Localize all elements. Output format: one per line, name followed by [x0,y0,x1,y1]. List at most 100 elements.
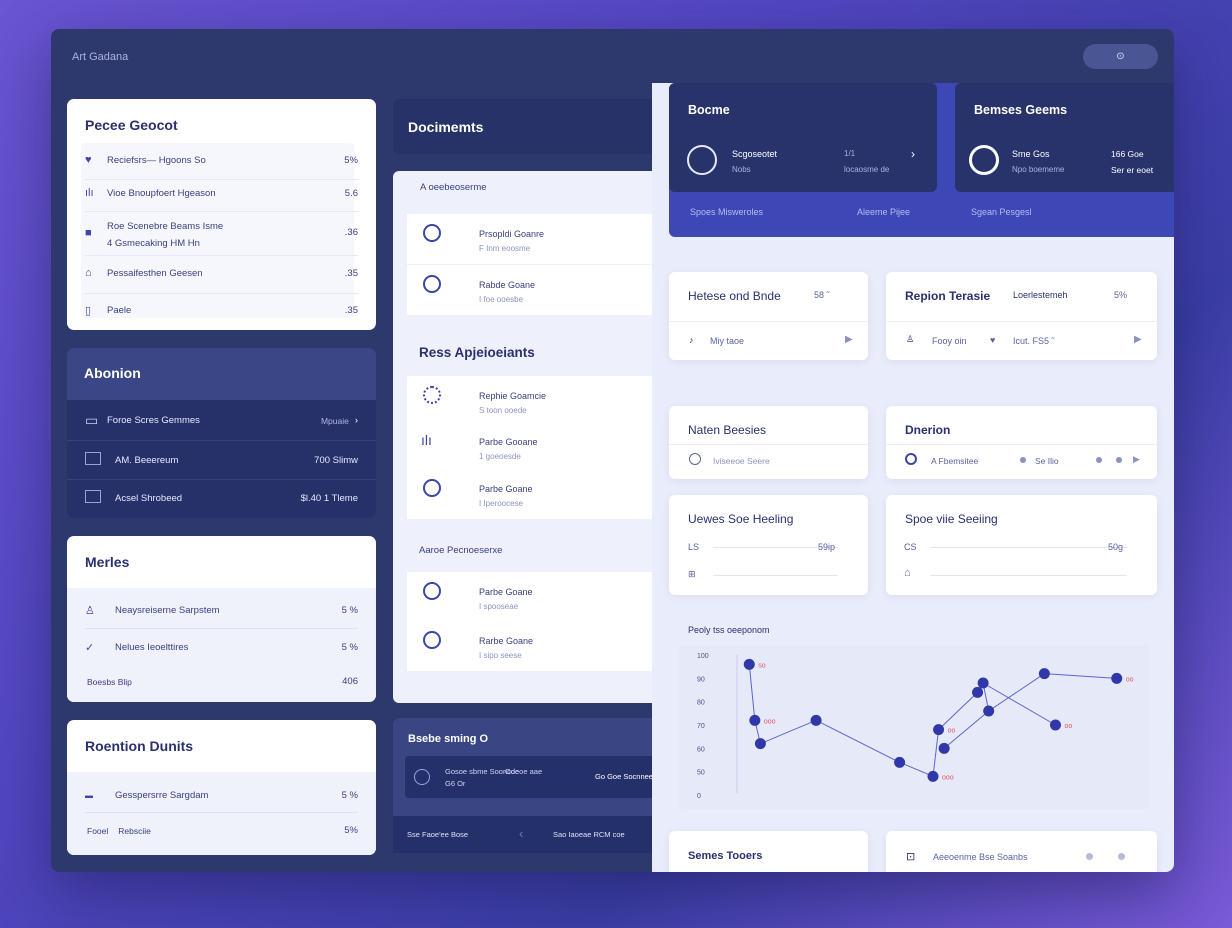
bars-icon: ılı [85,187,94,199]
chart-title: Peoly tss oeeponom [688,625,770,635]
data-point [933,724,945,736]
play-icon[interactable]: ▶ [1133,454,1140,464]
y-tick-label: 70 [697,723,705,730]
tab-3[interactable]: Sgean Pesgesl [971,207,1032,217]
rotation-title: Roention Dunits [85,738,194,754]
minus-icon [423,479,441,497]
user-icon: ♙ [85,605,95,617]
documents-panel: A oeebeoserme Prsopldi Goanre F Inm eoos… [393,171,673,703]
y-tick-label: 100 [697,653,709,660]
document-item[interactable]: ılı Parbe Gooane 1 goeoesde [407,422,673,472]
document-item[interactable]: Rarbe Goane I sipo seese [407,621,673,671]
streaming-title: Bsebe sming O [408,733,489,745]
series-line [1044,673,1117,679]
avatar [687,145,717,175]
tab-2[interactable]: Aleeme Pijee [857,207,911,217]
y-tick-label: 80 [697,700,705,707]
heart-icon: ♥ [990,335,996,345]
right-pane: Bocme Scgoseotet Nobs 1/1 locaosme de › … [652,83,1174,872]
meries-row[interactable]: ♙ Neaysreiserne Sarpstem 5 % [85,605,358,617]
info-card[interactable]: Naten Beesies Iviseeoe Seere [669,406,868,479]
hand-icon: ⌂ [85,267,92,279]
document-item[interactable]: Rabde Goane I foe ooesbe [407,265,673,315]
minus-icon: ▬ [85,791,93,800]
abonion-row[interactable]: ▭ Foroe Scres Gemmes Mpuaie › [85,412,358,428]
tab-1[interactable]: Spoes Misweroles [690,207,764,217]
meries-row[interactable]: ✓ Nelues Ieoelttires 5 % [85,642,358,654]
play-icon[interactable]: ▶ [845,334,853,345]
series-line [943,710,989,749]
pieces-row[interactable]: ılı Vioe Bnoupfoert Hgeason 5.6 [85,187,358,199]
pieces-row[interactable]: ▯ Paele .35 [85,305,358,317]
y-tick-label: 90 [697,676,705,683]
info-card[interactable]: Spoe viie Seeiing CS 50g ⌂ [886,495,1157,595]
data-label: ooo [764,718,776,725]
bottom-card[interactable]: Semes Tooers [669,831,868,872]
abonion-row[interactable]: Acsel Shrobeed $l.40 1 Tleme [85,490,358,506]
y-tick-label: 0 [697,793,701,800]
bars-icon: ılı [421,432,432,448]
meries-title: Merles [85,554,130,570]
chevron-right-icon[interactable]: › [911,147,915,161]
bottom-card[interactable]: ⊡ Aeeoenme Bse Soanbs [886,831,1157,872]
meries-footer-row: Boesbs Blip 406 [87,676,358,687]
data-point [1038,668,1050,680]
chevron-left-icon[interactable]: ‹ [519,826,524,841]
square-icon [85,452,107,468]
y-tick-label: 50 [697,770,705,777]
rotation-row[interactable]: Fooel Rebsciie 5% [87,825,358,836]
info-card[interactable]: Repion Terasie Loerlestemeh 5% ♙ Fooy oi… [886,272,1157,360]
info-card[interactable]: Dnerion A Fbemsitee Se Ilio ▶ [886,406,1157,479]
rotation-card: Roention Dunits ▬ Gesspersrre Sargdam 5 … [67,720,376,855]
data-point [1111,672,1123,684]
series-line [899,761,934,777]
top-card-2: Bemses Geems Sme Gos Npo boememe 166 Goe… [955,83,1174,192]
check-icon: ✓ [85,642,95,654]
y-tick-label: 60 [697,746,705,753]
top-card-1: Bocme Scgoseotet Nobs 1/1 locaosme de › [669,83,937,192]
info-card[interactable]: Uewes Soe Heeling LS 59ip ⊞ [669,495,868,595]
user-menu-button[interactable]: ⊙ [1083,44,1158,69]
lock-icon: ⌂ [904,567,911,579]
music-icon: ♪ [689,335,694,345]
pieces-row[interactable]: ♥ Reciefsrs— Hgoons So 5% [85,154,358,166]
series-line [932,729,940,777]
data-point [983,705,995,717]
circle-icon [423,631,441,649]
data-label: ooo [942,774,954,781]
pieces-row[interactable]: ■ Roe Scenebre Beams Isme 4 Gsmecaking H… [85,221,358,249]
series-line [982,682,1056,726]
abonion-row[interactable]: AM. Beeereum 700 Slimw [85,452,358,468]
series-line [815,719,900,763]
top-bar: Art Gadana ⊙ [51,29,1174,83]
series-line [938,691,978,731]
square-icon [85,490,107,506]
abonion-card: Abonion ▭ Foroe Scres Gemmes Mpuaie › AM… [67,348,376,518]
series-line [988,673,1045,712]
chart-area: Peoly tss oeeponom 0 50 60 70 80 90 100 so ooo oo… [669,615,1157,815]
abonion-title: Abonion [84,365,141,381]
rotation-row[interactable]: ▬ Gesspersrre Sargdam 5 % [85,790,358,801]
circle-icon [689,453,701,465]
play-icon[interactable]: ▶ [1134,334,1142,345]
section-heading: Aaroe Pecnoeserxe [419,545,503,556]
header-banner: Bocme Scgoseotet Nobs 1/1 locaosme de › … [669,83,1174,237]
pieces-title: Pecee Geocot [85,117,178,133]
document-item[interactable]: Rephie Goamcie S toon ooede [407,376,673,426]
info-card[interactable]: Hetese ond Bnde 58 ˜ ♪ Miy taoe ▶ [669,272,868,360]
document-item[interactable]: Parbe Goane I Iperoocese [407,469,673,519]
data-point [972,686,984,698]
document-item[interactable]: Prsopldi Goanre F Inm eoosme [407,214,673,264]
inbox-icon: ⊡ [906,851,916,863]
gear-icon [423,386,441,404]
avatar [969,145,999,175]
app-window: Art Gadana ⊙ Pecee Geocot ♥ Reciefsrs— H… [51,29,1174,872]
pieces-card: Pecee Geocot ♥ Reciefsrs— Hgoons So 5% ı… [67,99,376,330]
data-label: oo [1126,676,1134,683]
data-point [743,658,755,670]
document-item[interactable]: Parbe Goane I spooseae [407,572,673,622]
pieces-row[interactable]: ⌂ Pessaifesthen Geesen .35 [85,267,358,279]
documents-header: Docimemts [393,99,673,154]
data-point [977,677,989,689]
